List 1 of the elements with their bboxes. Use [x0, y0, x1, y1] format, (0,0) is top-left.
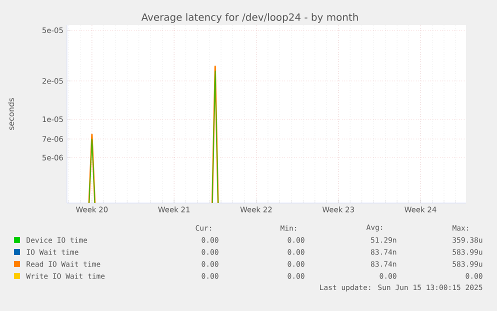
chart-title: Average latency for /dev/loop24 - by month: [141, 13, 358, 23]
